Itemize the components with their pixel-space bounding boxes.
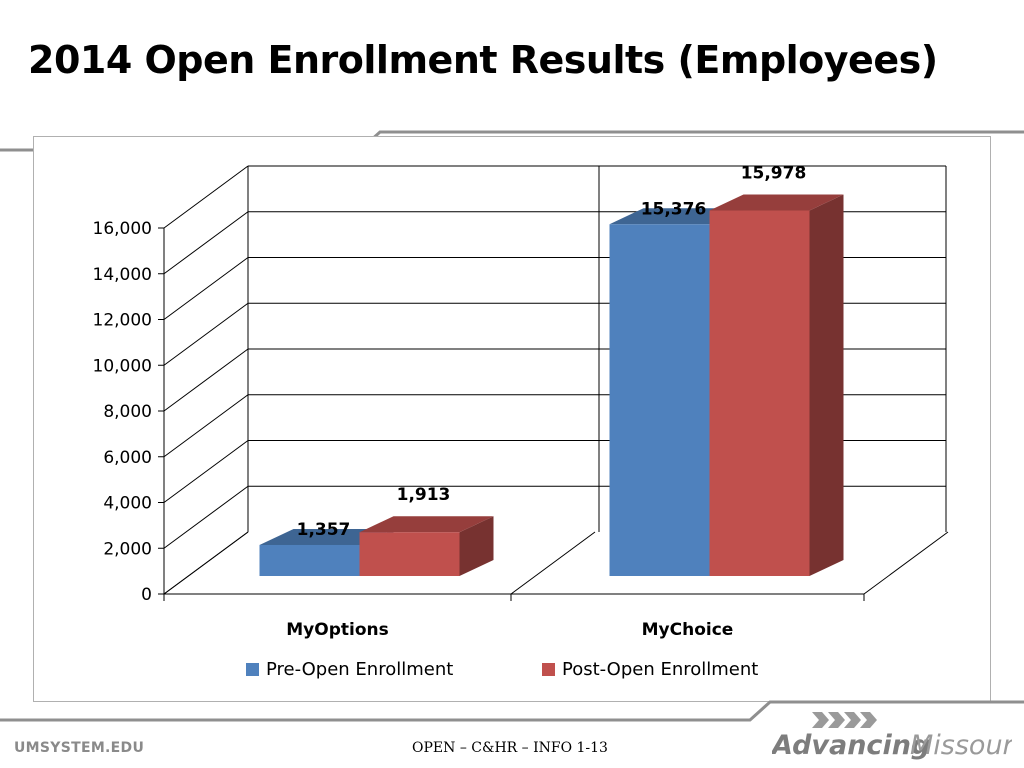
logo-word-2: Missouri <box>910 730 1012 761</box>
x-category-label: MyOptions <box>286 620 388 640</box>
side-wall-line <box>163 394 249 458</box>
legend-swatch <box>542 663 555 676</box>
advancing-missouri-logo: Advancing Missouri <box>772 712 1012 761</box>
footer-site[interactable]: UMSYSTEM.EDU <box>14 740 145 756</box>
y-tick-label: 12,000 <box>93 311 152 331</box>
bar-side-face <box>809 194 844 577</box>
chart-area: 0 2,000 4,000 6,000 8,000 10,000 12,000 14,000 1… <box>33 136 991 702</box>
side-wall-line <box>163 302 249 366</box>
side-wall-line <box>163 485 249 549</box>
side-wall-line <box>163 165 249 229</box>
legend-swatch <box>246 663 259 676</box>
footer-divider <box>0 700 1024 722</box>
bar <box>359 532 460 576</box>
y-tick-label: 8,000 <box>103 402 152 422</box>
bar-top-face <box>709 194 844 211</box>
bar <box>259 544 360 576</box>
data-label: 15,376 <box>641 199 707 219</box>
floor-line <box>163 531 249 595</box>
bar-top-face <box>359 516 494 533</box>
floor-line <box>510 531 596 595</box>
data-label: 15,978 <box>741 164 807 184</box>
footer-reference: OPEN – C&HR – INFO 1-13 <box>412 740 608 756</box>
legend-label: Pre-Open Enrollment <box>266 659 453 680</box>
bar-chart: 0 2,000 4,000 6,000 8,000 10,000 12,000 14,000 1… <box>93 164 949 680</box>
y-tick-label: 14,000 <box>93 265 152 285</box>
chevron-arrows-icon <box>812 712 877 728</box>
bar <box>709 210 810 577</box>
y-tick-label: 2,000 <box>103 539 152 559</box>
side-wall-line <box>163 440 249 503</box>
x-category-label: MyChoice <box>642 620 734 640</box>
y-tick-label: 16,000 <box>93 219 152 239</box>
side-wall-line <box>163 257 249 320</box>
y-tick-label: 6,000 <box>103 448 152 468</box>
bar <box>609 224 710 577</box>
data-label: 1,357 <box>297 520 351 540</box>
legend-label: Post-Open Enrollment <box>562 659 758 680</box>
y-tick-label: 10,000 <box>93 356 152 376</box>
bar-side-face <box>459 516 494 576</box>
logo-word-1: Advancing <box>772 730 930 761</box>
floor-line <box>863 531 949 595</box>
y-tick-label: 4,000 <box>103 494 152 514</box>
side-wall-line <box>163 348 249 412</box>
side-wall-line <box>163 211 249 275</box>
slide-title: 2014 Open Enrollment Results (Employees) <box>28 38 938 82</box>
y-tick-label: 0 <box>141 585 152 605</box>
data-label: 1,913 <box>397 485 451 505</box>
